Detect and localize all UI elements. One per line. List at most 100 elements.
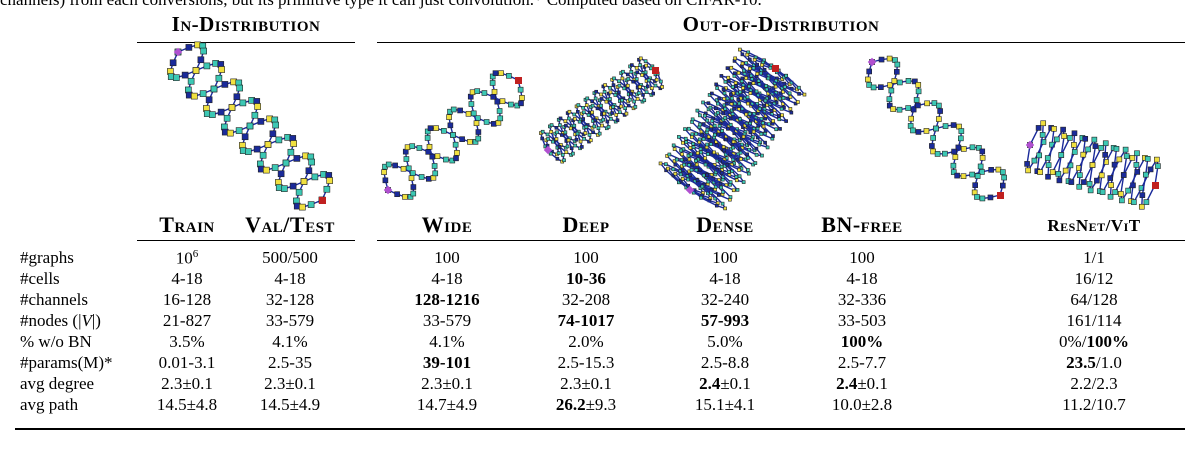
graph-node xyxy=(560,153,565,157)
graph-node xyxy=(700,184,705,189)
graph-node xyxy=(684,140,689,144)
text: 2.3±0.1 xyxy=(161,374,213,393)
graph-node xyxy=(698,147,703,151)
column-header: Train xyxy=(159,212,215,237)
graph-node xyxy=(631,79,635,84)
graph-node xyxy=(759,132,764,136)
row-label: #params(M)* xyxy=(20,353,113,373)
graph-node xyxy=(706,101,711,105)
graph-node xyxy=(1138,203,1145,210)
graph-node xyxy=(789,110,794,115)
cell: 2.5-15.3 xyxy=(558,353,615,373)
graph-node xyxy=(565,144,570,149)
cell: 100 xyxy=(712,248,738,268)
graph-node xyxy=(891,78,898,84)
graph-node xyxy=(300,178,308,185)
graph-node xyxy=(555,130,559,135)
graph-node xyxy=(591,130,595,134)
graph-node xyxy=(546,137,550,141)
text: avg degree xyxy=(20,374,95,393)
graph-node xyxy=(593,96,598,101)
graph-node xyxy=(671,143,676,148)
graph-node xyxy=(776,114,781,118)
graph-node xyxy=(498,70,504,76)
cell: 4-18 xyxy=(846,269,877,289)
graph-node xyxy=(558,116,563,121)
text: 0.01-3.1 xyxy=(158,353,216,372)
graph-node xyxy=(702,113,707,118)
graph-node xyxy=(671,167,676,172)
graph-node xyxy=(719,74,724,78)
graph-node xyxy=(958,128,965,134)
graph-node xyxy=(574,137,579,142)
graph-node xyxy=(688,146,693,150)
graph-node xyxy=(586,113,591,117)
cell: 32-208 xyxy=(562,290,610,310)
graph-node xyxy=(781,96,786,100)
graph-node xyxy=(1061,133,1067,139)
graph-node xyxy=(960,173,967,179)
text: ±0.1 xyxy=(857,374,888,393)
graph-node xyxy=(721,87,726,92)
text: #nodes (| xyxy=(20,311,82,330)
graph-node xyxy=(433,125,439,131)
graph-node xyxy=(796,100,800,104)
graph-node xyxy=(720,201,725,206)
graph-node xyxy=(729,65,734,70)
graph-node xyxy=(1134,169,1141,175)
graph-node xyxy=(560,133,564,137)
graph-node xyxy=(650,86,654,90)
graph-node xyxy=(548,151,553,156)
column-header: BN-free xyxy=(821,212,903,237)
graph-node xyxy=(1086,181,1093,187)
graph-node xyxy=(1071,149,1078,155)
cell: 4-18 xyxy=(274,269,305,289)
graph-node xyxy=(557,145,562,149)
graph-node xyxy=(969,171,976,178)
graph-node xyxy=(680,177,685,181)
graph-node xyxy=(703,162,708,167)
italic-text: V xyxy=(81,311,92,330)
graph-node xyxy=(474,88,481,94)
graph-node xyxy=(763,98,768,103)
graph-node xyxy=(197,56,205,64)
graph-node xyxy=(1125,187,1131,194)
graph-node xyxy=(1045,162,1052,168)
graph-node xyxy=(723,107,728,111)
graph-node xyxy=(714,82,718,87)
cell: 4-18 xyxy=(709,269,740,289)
graph-node xyxy=(468,101,475,107)
graph-node xyxy=(635,70,640,75)
graph-node xyxy=(1058,152,1065,158)
text: 32-336 xyxy=(837,290,887,309)
graph-node xyxy=(979,148,986,155)
graph-node xyxy=(784,119,788,123)
text: 2.0% xyxy=(568,332,604,351)
graph-node xyxy=(517,86,524,93)
graph-node xyxy=(915,88,922,95)
graph-node xyxy=(673,171,678,176)
graph-node xyxy=(295,188,303,196)
graph-node xyxy=(695,151,700,155)
cell: 4-18 xyxy=(171,269,202,289)
graph-node xyxy=(595,106,600,111)
graph-node xyxy=(942,150,948,157)
cell: 32-128 xyxy=(266,290,314,310)
graph-node xyxy=(660,85,664,89)
graph-node xyxy=(467,139,473,145)
graph-node xyxy=(641,93,645,97)
graph-node xyxy=(697,137,702,142)
graph-node xyxy=(760,153,764,158)
graph-node xyxy=(705,118,710,123)
graph-node xyxy=(744,112,749,117)
graph-node xyxy=(878,56,885,63)
text: #params(M)* xyxy=(20,353,113,372)
text: 5.0% xyxy=(707,332,743,351)
graph-node xyxy=(923,128,930,134)
graph-node xyxy=(590,103,595,108)
graph-node xyxy=(581,110,586,115)
cell: 16/12 xyxy=(1075,269,1114,289)
graph-node xyxy=(733,81,738,85)
graph-node xyxy=(950,169,957,175)
